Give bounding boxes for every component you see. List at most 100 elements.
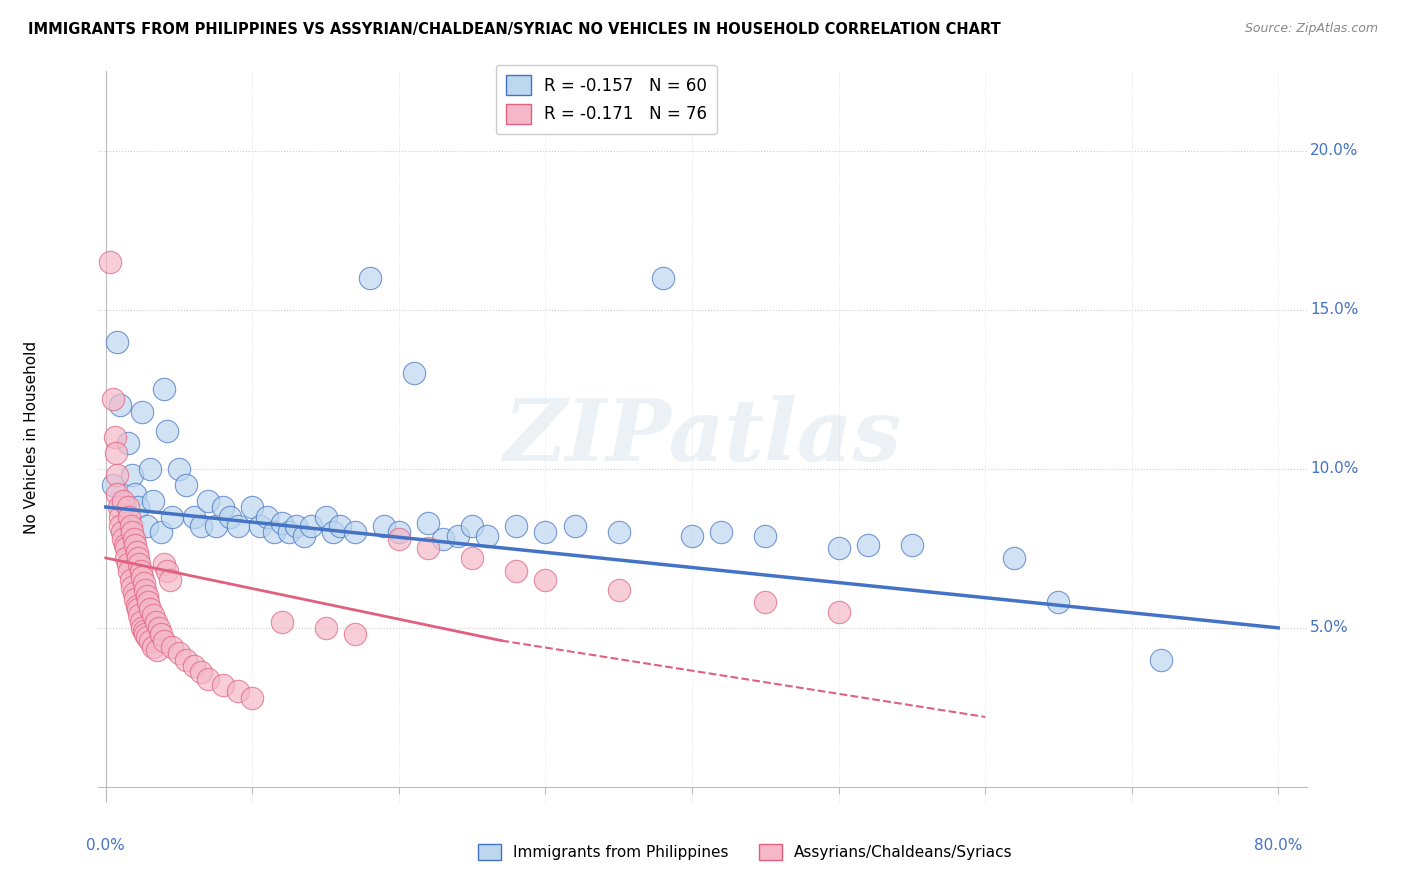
Point: [121, 580, 143, 594]
Point: [418, 541, 440, 556]
Point: [120, 573, 142, 587]
Point: [108, 500, 131, 514]
Point: [115, 541, 138, 556]
Point: [329, 519, 352, 533]
Point: [138, 602, 160, 616]
Point: [160, 509, 183, 524]
Point: [129, 615, 152, 629]
Point: [167, 646, 190, 660]
Point: [132, 576, 155, 591]
Point: [107, 487, 129, 501]
Point: [122, 586, 145, 600]
Point: [373, 519, 395, 533]
Point: [176, 477, 198, 491]
Text: 0.0%: 0.0%: [86, 838, 125, 853]
Point: [197, 672, 219, 686]
Point: [249, 519, 271, 533]
Point: [240, 690, 263, 705]
Point: [681, 529, 703, 543]
Point: [127, 602, 149, 616]
Point: [98, 255, 121, 269]
Point: [388, 532, 411, 546]
Point: [754, 529, 776, 543]
Point: [270, 516, 292, 530]
Point: [226, 519, 249, 533]
Point: [105, 446, 128, 460]
Text: No Vehicles in Household: No Vehicles in Household: [24, 341, 39, 533]
Point: [183, 509, 205, 524]
Point: [146, 643, 169, 657]
Point: [856, 538, 879, 552]
Point: [754, 595, 776, 609]
Point: [315, 621, 337, 635]
Point: [505, 519, 527, 533]
Point: [505, 564, 527, 578]
Point: [138, 462, 160, 476]
Point: [153, 383, 176, 397]
Point: [128, 558, 150, 572]
Point: [159, 573, 181, 587]
Point: [131, 621, 153, 635]
Point: [120, 519, 142, 533]
Point: [118, 564, 141, 578]
Point: [1004, 550, 1026, 565]
Point: [131, 570, 153, 584]
Point: [607, 525, 630, 540]
Point: [167, 462, 190, 476]
Point: [226, 684, 249, 698]
Point: [135, 589, 157, 603]
Point: [131, 404, 153, 418]
Point: [134, 627, 156, 641]
Point: [124, 538, 146, 552]
Point: [117, 558, 139, 572]
Point: [564, 519, 586, 533]
Point: [190, 519, 212, 533]
Point: [156, 424, 179, 438]
Point: [461, 519, 484, 533]
Point: [132, 624, 155, 638]
Point: [315, 509, 337, 524]
Point: [115, 550, 138, 565]
Point: [135, 631, 157, 645]
Text: IMMIGRANTS FROM PHILIPPINES VS ASSYRIAN/CHALDEAN/SYRIAC NO VEHICLES IN HOUSEHOLD: IMMIGRANTS FROM PHILIPPINES VS ASSYRIAN/…: [28, 22, 1001, 37]
Point: [129, 564, 152, 578]
Point: [197, 493, 219, 508]
Point: [150, 525, 173, 540]
Point: [240, 500, 263, 514]
Point: [901, 538, 924, 552]
Point: [651, 271, 673, 285]
Text: 10.0%: 10.0%: [1310, 461, 1358, 476]
Point: [101, 392, 124, 406]
Point: [204, 519, 226, 533]
Point: [117, 500, 139, 514]
Point: [343, 525, 366, 540]
Point: [299, 519, 322, 533]
Legend: Immigrants from Philippines, Assyrians/Chaldeans/Syriacs: Immigrants from Philippines, Assyrians/C…: [471, 838, 1019, 866]
Point: [101, 477, 124, 491]
Point: [107, 468, 129, 483]
Point: [710, 525, 733, 540]
Point: [142, 640, 165, 654]
Point: [122, 532, 145, 546]
Point: [117, 436, 139, 450]
Point: [121, 468, 143, 483]
Point: [446, 529, 468, 543]
Point: [125, 599, 148, 613]
Point: [125, 544, 148, 558]
Point: [134, 582, 156, 597]
Point: [212, 678, 235, 692]
Point: [359, 271, 381, 285]
Point: [121, 525, 143, 540]
Point: [190, 665, 212, 680]
Point: [127, 500, 149, 514]
Point: [156, 564, 179, 578]
Point: [183, 659, 205, 673]
Point: [534, 525, 557, 540]
Text: ZIPatlas: ZIPatlas: [503, 395, 903, 479]
Point: [136, 595, 159, 609]
Point: [110, 519, 132, 533]
Point: [110, 398, 132, 412]
Text: Source: ZipAtlas.com: Source: ZipAtlas.com: [1244, 22, 1378, 36]
Point: [124, 592, 146, 607]
Point: [1150, 653, 1173, 667]
